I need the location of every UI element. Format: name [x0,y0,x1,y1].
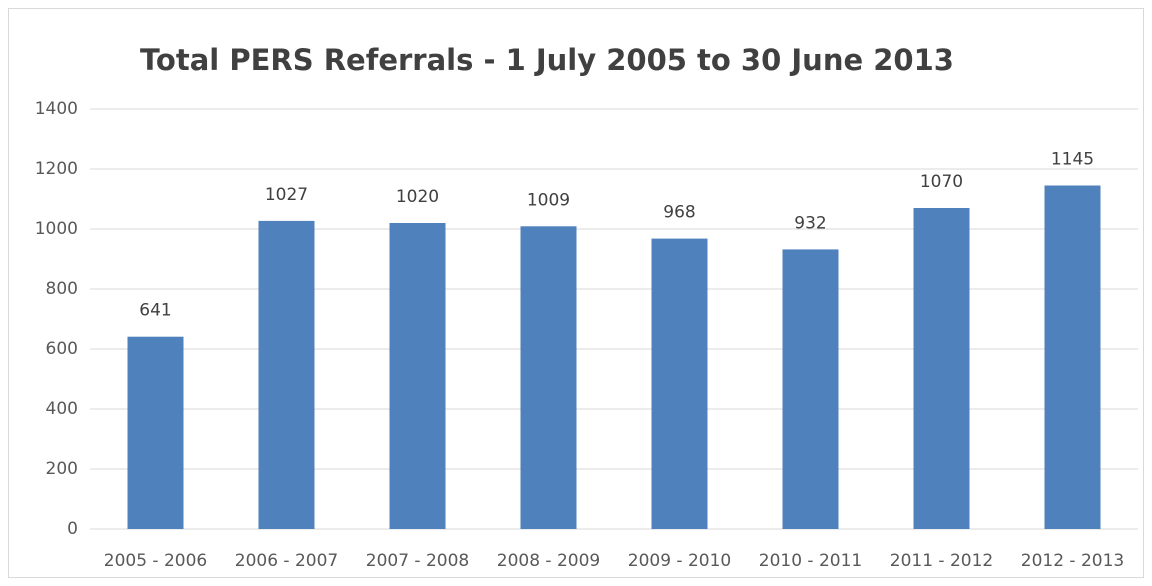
data-label: 1009 [527,190,570,210]
y-tick-label: 0 [67,519,78,539]
data-label: 1020 [396,187,439,207]
y-tick-label: 400 [46,399,78,419]
bar [1044,185,1101,529]
bar [258,220,315,529]
x-tick-label: 2012 - 2013 [1021,551,1124,571]
x-tick-label: 2005 - 2006 [104,551,207,571]
data-label: 1070 [920,172,963,192]
y-tick-label: 1000 [35,219,78,239]
x-tick-label: 2011 - 2012 [890,551,993,571]
y-tick-label: 1200 [35,159,78,179]
bar [913,208,970,529]
data-label: 1145 [1051,150,1094,170]
bar [520,226,577,530]
y-tick-label: 1400 [35,99,78,119]
x-tick-label: 2007 - 2008 [366,551,469,571]
bar [127,336,184,529]
bar [651,238,708,529]
data-label: 1027 [265,185,308,205]
bar [782,249,839,529]
y-tick-label: 200 [46,459,78,479]
x-tick-label: 2008 - 2009 [497,551,600,571]
data-label: 968 [663,203,695,223]
bar [389,223,446,529]
data-label: 641 [139,301,171,321]
x-tick-label: 2006 - 2007 [235,551,338,571]
x-tick-label: 2010 - 2011 [759,551,862,571]
data-label: 932 [794,213,826,233]
chart-title: Total PERS Referrals - 1 July 2005 to 30… [140,43,954,77]
y-tick-label: 600 [46,339,78,359]
y-tick-label: 800 [46,279,78,299]
x-tick-label: 2009 - 2010 [628,551,731,571]
